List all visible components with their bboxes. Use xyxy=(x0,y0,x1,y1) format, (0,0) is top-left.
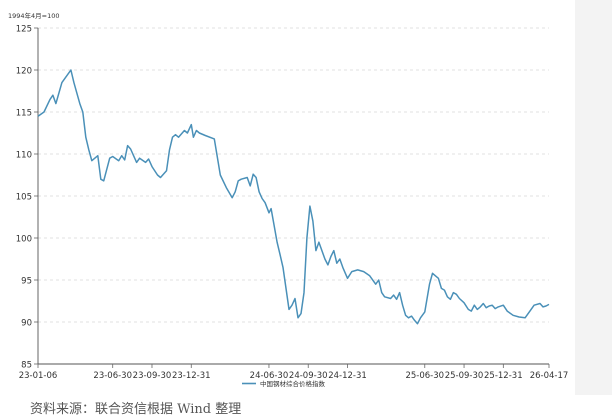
line-chart: 85 90 95 100 105 110 115 120 125 1994年4月=100 23-01… xyxy=(8,11,568,388)
y-tick-label-100: 100 xyxy=(16,235,32,245)
x-tick-label-24-09-30: 24-09-30 xyxy=(289,371,328,381)
y-tick-label-115: 115 xyxy=(16,109,32,119)
x-tick-label-24-06-30: 24-06-30 xyxy=(250,371,289,381)
y-tick-label-85: 85 xyxy=(21,361,32,371)
y-unit-note: 1994年4月=100 xyxy=(8,11,60,20)
y-tick-label-90: 90 xyxy=(21,319,32,329)
side-strip xyxy=(575,0,612,395)
x-tick-label-26-04-17: 26-04-17 xyxy=(530,371,569,381)
legend-label-0: 中国钢材综合价格指数 xyxy=(260,379,326,388)
source-note: 资料来源：联合资信根据 Wind 整理 xyxy=(30,402,242,417)
chart-frame: 85 90 95 100 105 110 115 120 125 1994年4月=100 23-01… xyxy=(8,11,569,388)
y-tick-label-120: 120 xyxy=(16,67,32,77)
series-layer xyxy=(37,69,550,325)
x-tick-label-24-12-31: 24-12-31 xyxy=(328,371,367,381)
y-tick-label-105: 105 xyxy=(16,193,32,203)
legend: 中国钢材综合价格指数 xyxy=(242,379,326,388)
y-tick-label-95: 95 xyxy=(21,277,32,287)
x-tick-label-25-06-30: 25-06-30 xyxy=(405,371,444,381)
label-layer: 85 90 95 100 105 110 115 120 125 1994年4月=100 23-01… xyxy=(8,11,568,381)
series-line-0 xyxy=(37,69,550,325)
grid-layer xyxy=(38,27,549,323)
y-tick-label-125: 125 xyxy=(16,25,32,35)
y-tick-label-110: 110 xyxy=(16,151,32,161)
x-tick-label-23-01-06: 23-01-06 xyxy=(19,371,58,381)
x-tick-label-25-09-30: 25-09-30 xyxy=(445,371,484,381)
axis-layer xyxy=(34,27,550,368)
x-tick-label-25-12-31: 25-12-31 xyxy=(484,371,523,381)
x-tick-label-23-09-30: 23-09-30 xyxy=(133,371,172,381)
x-tick-label-23-06-30: 23-06-30 xyxy=(93,371,132,381)
x-tick-label-23-12-31: 23-12-31 xyxy=(172,371,211,381)
